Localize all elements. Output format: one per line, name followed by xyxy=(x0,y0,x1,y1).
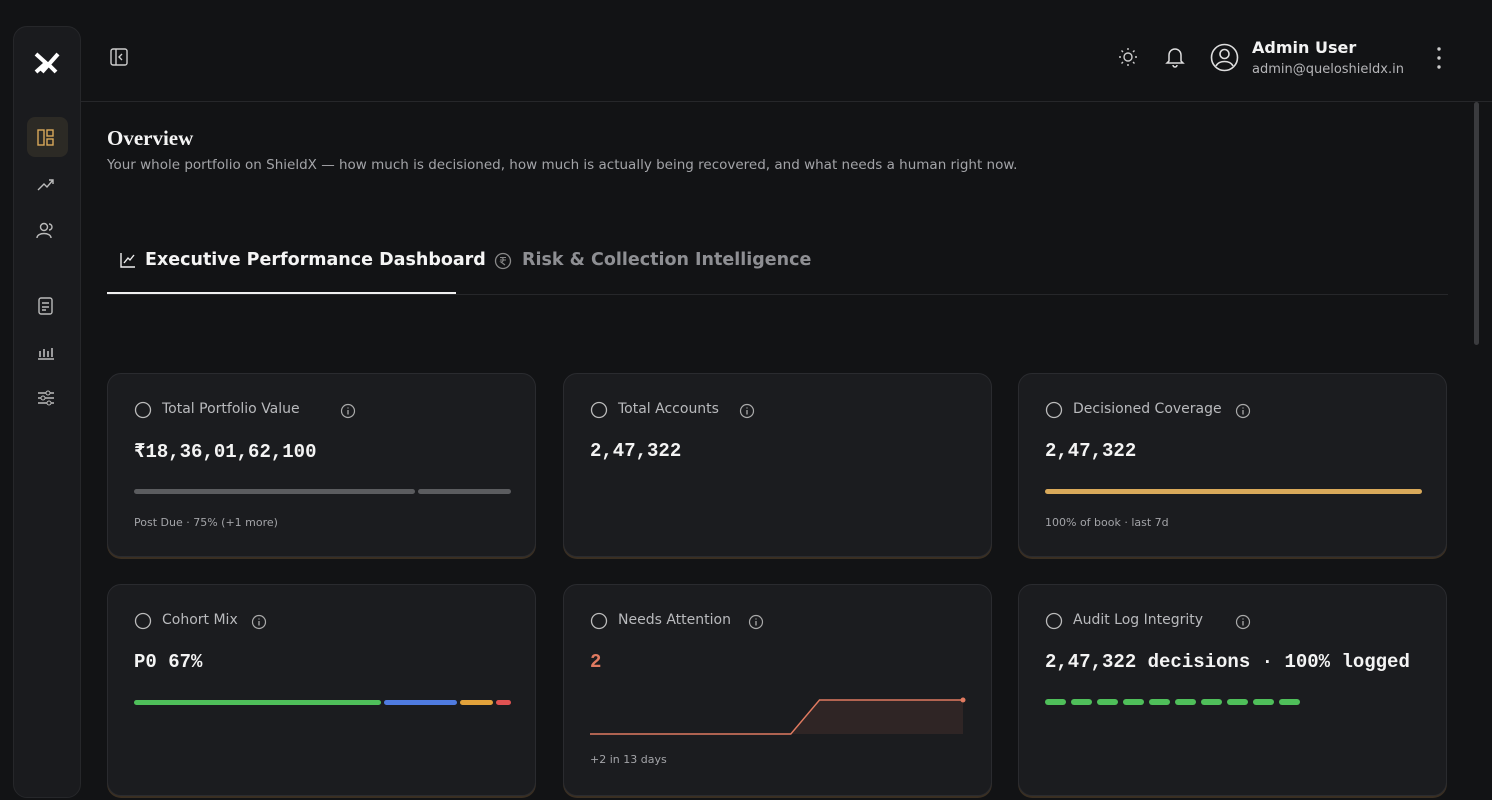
more-menu[interactable] xyxy=(1434,46,1444,70)
tab-icon xyxy=(494,252,512,270)
info-icon[interactable] xyxy=(739,403,755,419)
scrollbar[interactable] xyxy=(1474,102,1479,345)
card-title: Needs Attention xyxy=(618,612,731,628)
tab-indicator xyxy=(107,292,456,294)
card-value: 2,47,322 xyxy=(590,440,682,462)
kpi-card: Total Portfolio Value ₹18,36,01,62,100 Pos… xyxy=(107,373,536,557)
dash xyxy=(1175,699,1196,705)
card-icon xyxy=(1045,401,1063,419)
dash xyxy=(1097,699,1118,705)
dash xyxy=(1201,699,1222,705)
card-note: Post Due · 75% (+1 more) xyxy=(134,516,278,529)
card-value: P0 67% xyxy=(134,651,203,673)
card-title: Audit Log Integrity xyxy=(1073,612,1204,628)
info-icon[interactable] xyxy=(251,614,267,630)
card-note: 100% of book · last 7d xyxy=(1045,516,1169,529)
card-icon xyxy=(590,401,608,419)
card-icon xyxy=(1045,612,1063,630)
card-icon xyxy=(134,612,152,630)
info-icon[interactable] xyxy=(748,614,764,630)
bar-segment xyxy=(134,489,415,494)
bar-segment xyxy=(417,489,511,494)
nav-analytics[interactable] xyxy=(36,342,56,362)
bar-segment xyxy=(134,700,381,705)
info-icon[interactable] xyxy=(1235,614,1251,630)
kpi-card: Decisioned Coverage 2,47,322 100% of book … xyxy=(1018,373,1447,557)
dash xyxy=(1071,699,1092,705)
info-icon[interactable] xyxy=(340,403,356,419)
user-email: admin@queloshieldx.in xyxy=(1252,62,1404,77)
card-title: Total Portfolio Value xyxy=(162,401,300,417)
tab-divider xyxy=(107,294,1448,295)
sparkline-area xyxy=(590,700,963,734)
sparkline-line xyxy=(590,699,963,735)
kpi-card: Total Accounts 2,47,322 xyxy=(563,373,992,557)
tab-icon xyxy=(120,253,135,268)
nav-selected[interactable] xyxy=(27,117,68,157)
nav-settings[interactable] xyxy=(36,388,56,408)
avatar[interactable] xyxy=(1210,43,1239,72)
dash xyxy=(1227,699,1248,705)
info-icon[interactable] xyxy=(1235,403,1251,419)
theme-toggle[interactable] xyxy=(1118,47,1138,67)
sparkline xyxy=(590,697,966,735)
card-title: Total Accounts xyxy=(618,401,719,417)
card-title: Decisioned Coverage xyxy=(1073,401,1222,417)
nav-dashboard[interactable] xyxy=(36,128,56,148)
card-value: 2,47,322 xyxy=(1045,440,1137,462)
nav-users[interactable] xyxy=(36,221,56,241)
notifications[interactable] xyxy=(1165,46,1185,68)
nav-reports[interactable] xyxy=(36,296,56,316)
logo xyxy=(34,52,60,74)
tab[interactable]: Risk & Collection Intelligence xyxy=(522,250,812,270)
bar-segment xyxy=(1045,489,1422,494)
dash xyxy=(1149,699,1170,705)
card-note: +2 in 13 days xyxy=(590,753,667,766)
bar-segment xyxy=(460,700,494,705)
kpi-card: Cohort Mix P0 67% xyxy=(107,584,536,796)
segment-bar xyxy=(1045,489,1422,494)
kpi-card: Needs Attention 2 +2 in 13 days xyxy=(563,584,992,796)
tab-active[interactable]: Executive Performance Dashboard xyxy=(145,250,486,270)
user-name: Admin User xyxy=(1252,38,1357,57)
bar-segment xyxy=(496,700,511,705)
integrity-dashes xyxy=(1045,699,1300,705)
dash xyxy=(1123,699,1144,705)
dash xyxy=(1279,699,1300,705)
card-value: 2 xyxy=(590,651,602,673)
segment-bar xyxy=(134,489,511,494)
card-value: 2,47,322 decisions · 100% logged xyxy=(1045,651,1410,673)
card-icon xyxy=(134,401,152,419)
page-title: Overview xyxy=(107,126,194,150)
sparkline-end xyxy=(960,697,966,703)
card-title: Cohort Mix xyxy=(162,612,238,628)
dash xyxy=(1045,699,1066,705)
card-value: ₹18,36,01,62,100 xyxy=(134,441,317,463)
sidebar xyxy=(13,26,81,798)
card-icon xyxy=(590,612,608,630)
nav-trends[interactable] xyxy=(36,175,56,195)
topbar xyxy=(81,0,1492,102)
segment-bar xyxy=(134,700,511,705)
kpi-card: Audit Log Integrity 2,47,322 decisions · … xyxy=(1018,584,1447,796)
bar-segment xyxy=(383,700,458,705)
page-subtitle: Your whole portfolio on ShieldX — how mu… xyxy=(107,157,1018,173)
sidebar-toggle[interactable] xyxy=(110,48,128,66)
dash xyxy=(1253,699,1274,705)
